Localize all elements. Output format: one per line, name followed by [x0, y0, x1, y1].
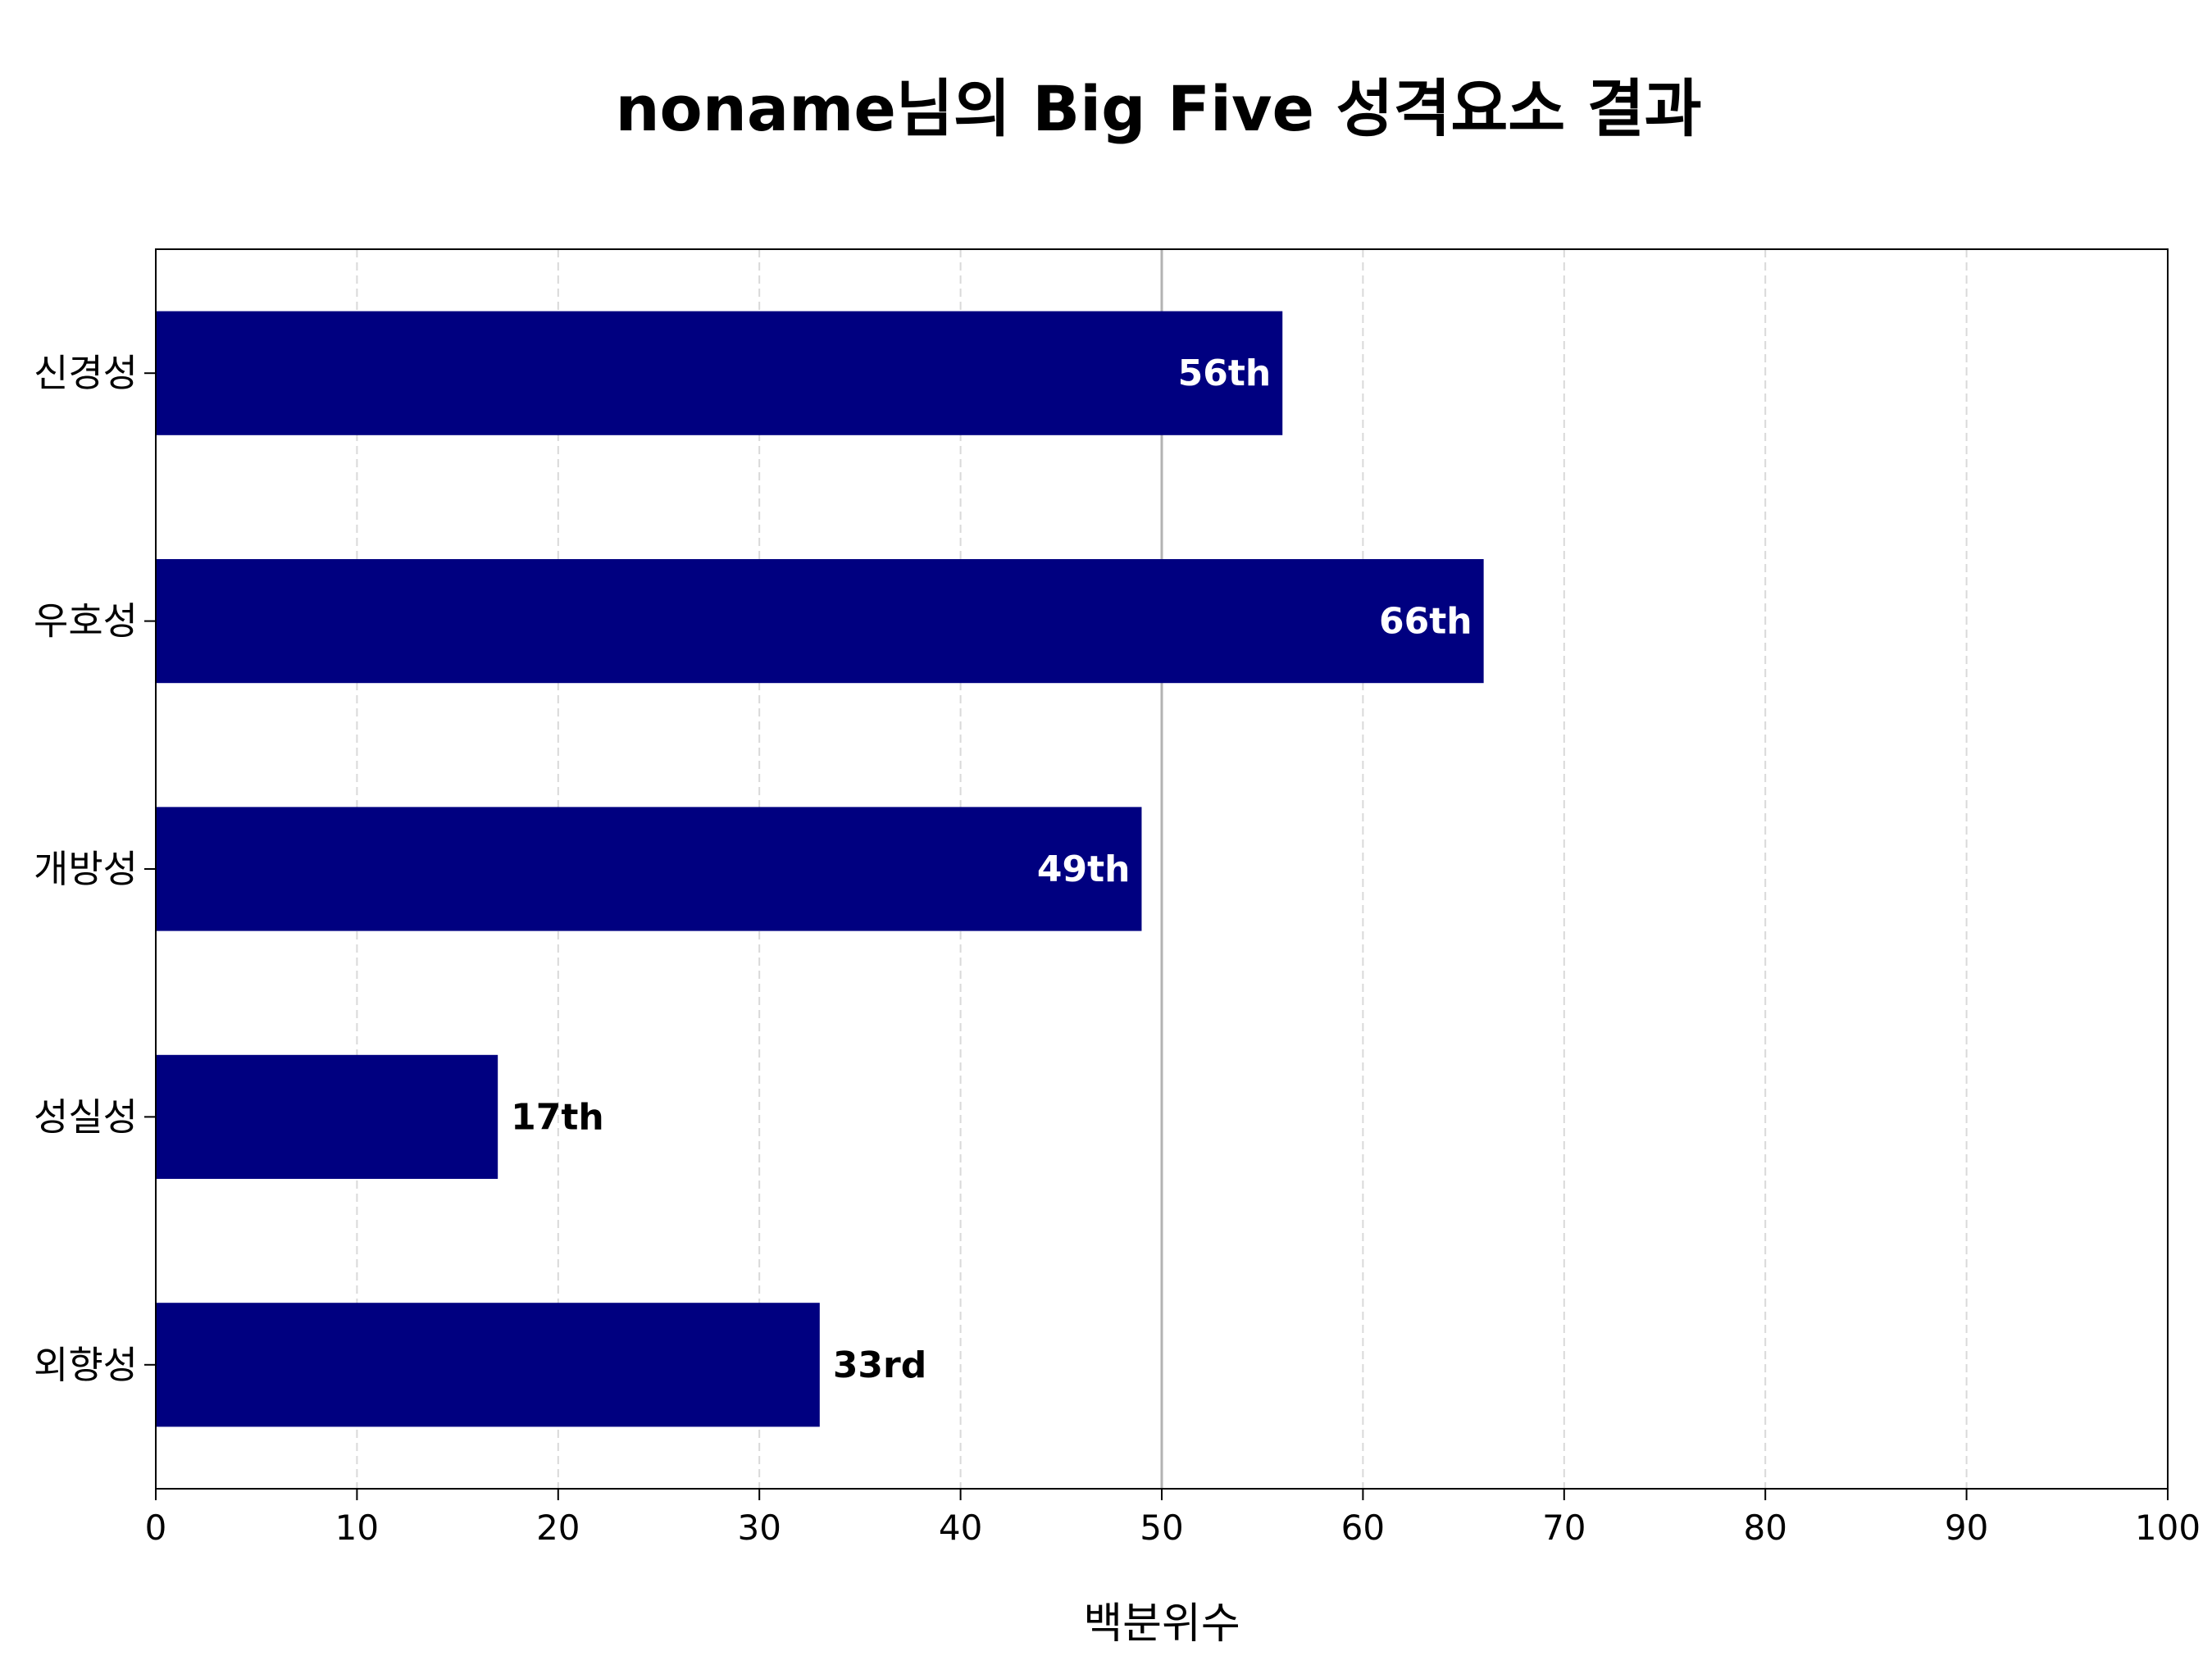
x-tick-label: 90 [1945, 1508, 1988, 1548]
x-tick-label: 0 [145, 1508, 167, 1548]
bar-value-label: 17th [511, 1096, 604, 1138]
bar-value-label: 49th [1037, 848, 1131, 890]
bar [156, 807, 1142, 931]
bar-value-label: 66th [1379, 601, 1472, 643]
category-label: 개방성 [34, 847, 138, 891]
category-label: 외향성 [34, 1343, 138, 1387]
x-tick-label: 60 [1341, 1508, 1385, 1548]
category-label: 신경성 [34, 351, 138, 395]
x-tick-label: 100 [2135, 1508, 2201, 1548]
x-tick-label: 80 [1743, 1508, 1786, 1548]
x-tick-label: 30 [737, 1508, 781, 1548]
x-tick-label: 40 [939, 1508, 982, 1548]
bar-value-label: 33rd [833, 1344, 926, 1386]
category-label: 우호성 [34, 599, 138, 644]
bar [156, 1303, 820, 1427]
x-tick-label: 50 [1140, 1508, 1183, 1548]
x-tick-label: 10 [335, 1508, 379, 1548]
bar [156, 1054, 498, 1179]
x-tick-label: 20 [536, 1508, 580, 1548]
bars: 56th 66th 49th 17th 33rd [156, 311, 1484, 1427]
x-tick-label: 70 [1542, 1508, 1586, 1548]
bar [156, 311, 1283, 435]
category-label: 성실성 [34, 1094, 138, 1139]
chart-title: noname님의 Big Five 성격요소 결과 [615, 72, 1702, 145]
bar-value-label: 56th [1178, 353, 1272, 394]
bar [156, 559, 1484, 684]
x-axis-label: 백분위수 [1083, 1599, 1240, 1649]
